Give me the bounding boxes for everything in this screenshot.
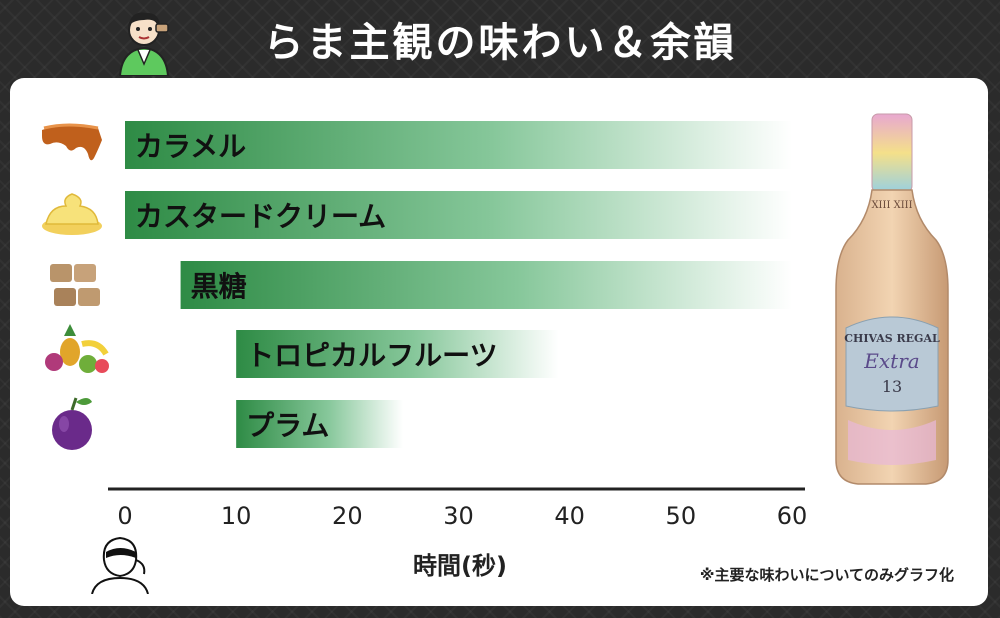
bar [180, 261, 793, 309]
whisky-bottle: XIII XIII CHIVAS REGAL Extra 13 [835, 113, 949, 485]
plum-icon [52, 397, 92, 450]
x-tick-label: 30 [443, 502, 474, 530]
custard-cream-icon [42, 193, 102, 235]
bar [236, 400, 403, 448]
x-tick-label: 10 [221, 502, 252, 530]
footnote: ※主要な味わいについてのみグラフ化 [700, 566, 954, 584]
x-tick-label: 60 [777, 502, 808, 530]
bar-group: カスタードクリーム [125, 191, 792, 239]
bar-label: トロピカルフルーツ [246, 339, 497, 372]
x-axis-title: 時間(秒) [413, 552, 507, 580]
bottle-roman: XIII XIII [871, 200, 912, 211]
page-title: らま主観の味わい＆余韻 [263, 20, 737, 66]
caramel-icon [42, 123, 102, 161]
bar-group: トロピカルフルーツ [236, 330, 559, 378]
tropical-fruit-icon [45, 324, 109, 373]
reviewer-illustration [91, 536, 149, 594]
bar-group: カラメル [125, 121, 792, 169]
x-tick-label: 20 [332, 502, 363, 530]
bar-label: 黒糖 [191, 270, 247, 303]
header: らま主観の味わい＆余韻 [0, 0, 1000, 78]
bar [125, 191, 792, 239]
x-tick-label: 0 [117, 502, 132, 530]
chart-panel: カラメルカスタードクリーム黒糖トロピカルフルーツ プラム 0 10 20 30 40 50 6… [10, 78, 988, 606]
bar-label: カスタードクリーム [135, 200, 386, 233]
flavor-icons [42, 123, 109, 450]
brown-sugar-icon [50, 264, 100, 306]
author-avatar [118, 12, 170, 76]
x-tick-label: 40 [554, 502, 585, 530]
bar-group: プラム [236, 400, 403, 448]
x-tick-label: 50 [666, 502, 697, 530]
bar-label: プラム [246, 409, 329, 442]
bottle-name: Extra [863, 349, 919, 373]
bar-group: 黒糖 [180, 261, 793, 309]
bar-label: カラメル [135, 130, 246, 163]
bottle-age: 13 [882, 377, 902, 396]
bottle-brand: CHIVAS REGAL [844, 332, 940, 345]
bar [236, 330, 559, 378]
bar [125, 121, 792, 169]
